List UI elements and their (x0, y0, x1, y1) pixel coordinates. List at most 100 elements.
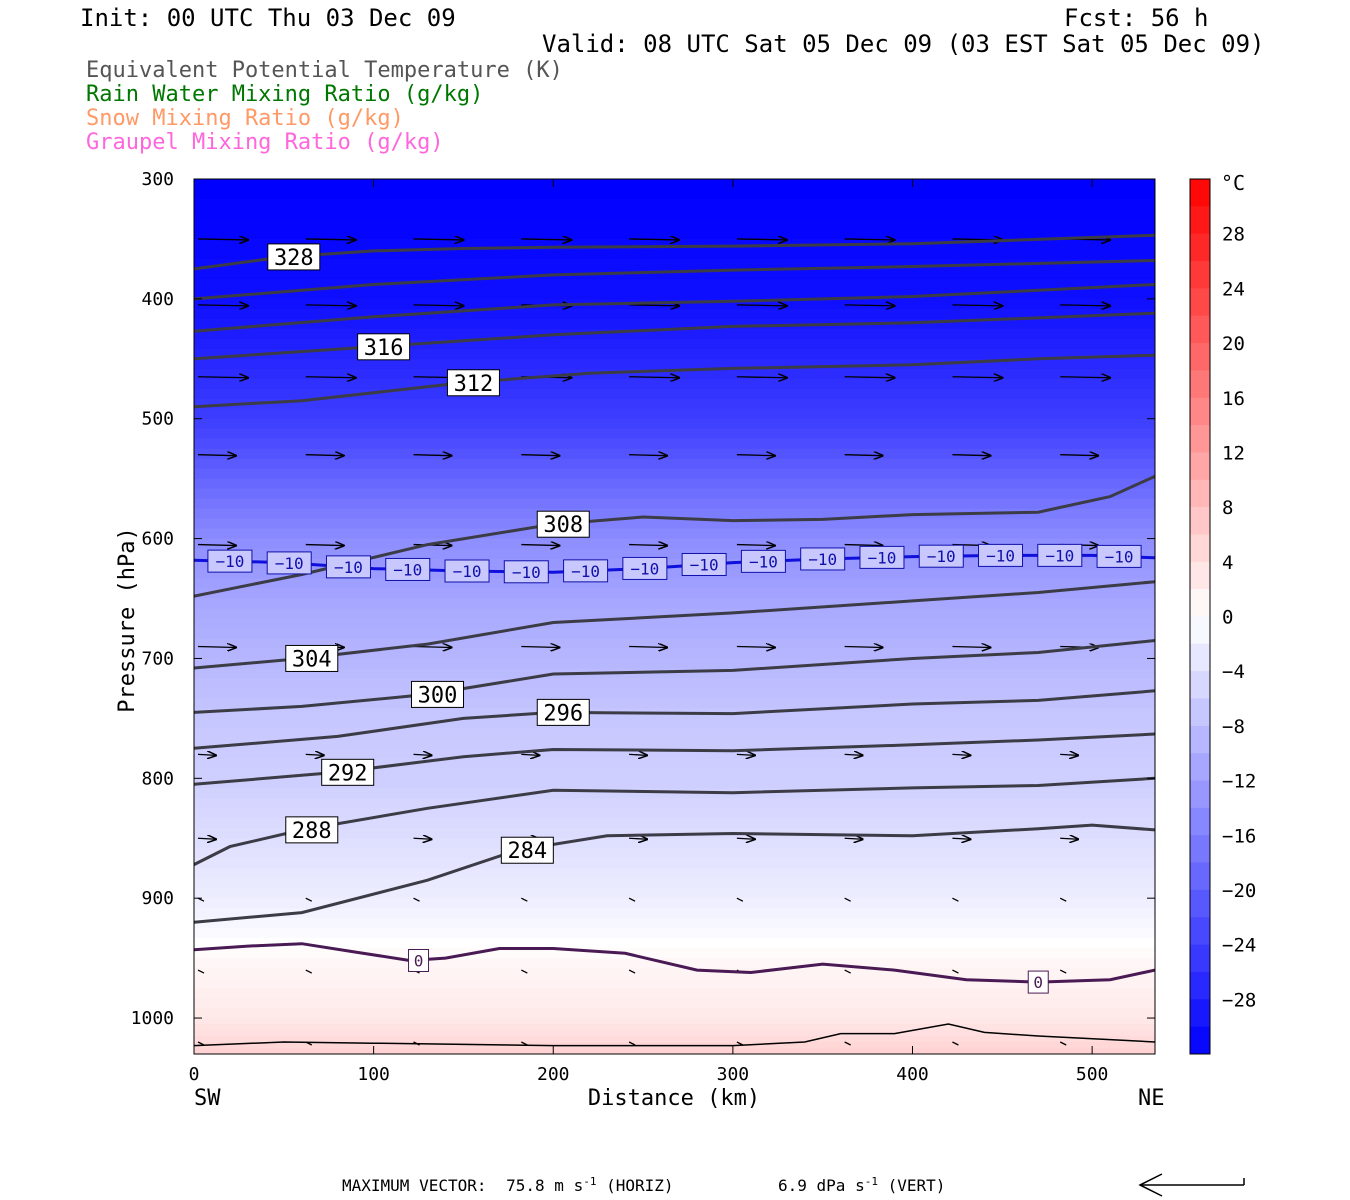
isotherm-label-box (681, 552, 727, 576)
wind-vector (736, 455, 775, 456)
contour-label-box (500, 836, 554, 864)
temperature-band (194, 898, 1155, 909)
wind-vector (952, 305, 1002, 306)
wind-vector (1060, 377, 1110, 378)
contour-label: 316 (364, 336, 404, 361)
temperature-band (194, 778, 1155, 789)
temperature-band (194, 648, 1155, 660)
temperature-band (194, 878, 1155, 889)
wind-vector (844, 377, 895, 378)
wind-vector (629, 838, 647, 839)
y-tick-label: 600 (141, 529, 174, 550)
wind-vector (1159, 838, 1177, 839)
wind-vector (844, 646, 883, 647)
temperature-band (194, 718, 1155, 729)
theta-e-contour (194, 776, 1155, 866)
isotherm-label-box (325, 555, 371, 579)
temperature-band (194, 179, 1155, 200)
wind-vector (844, 754, 863, 755)
temperature-band (194, 888, 1155, 899)
contour-label-box (267, 243, 321, 271)
wind-vector (844, 305, 895, 306)
wind-vector (305, 305, 356, 306)
y-tick-label: 500 (141, 409, 174, 430)
y-tick-label: 1000 (131, 1008, 174, 1029)
temperature-band (194, 578, 1155, 590)
colorbar-swatch (1190, 807, 1210, 836)
colorbar-swatch (1190, 1026, 1210, 1055)
x-tick-label: 100 (357, 1064, 390, 1085)
temperature-band (194, 388, 1155, 400)
isotherm-label-box (978, 543, 1024, 567)
temperature-band (194, 219, 1155, 240)
colorbar-tick-label: 20 (1222, 333, 1245, 355)
wind-vector (844, 897, 851, 902)
temperature-band (194, 308, 1155, 320)
temperature-band (194, 628, 1155, 640)
colorbar-unit: °C (1221, 171, 1245, 195)
wind-vector (197, 969, 205, 974)
isotherm-label-box (444, 559, 490, 583)
temperature-band (194, 418, 1155, 430)
ground-level-line (194, 1023, 1155, 1047)
wind-vector (197, 377, 248, 378)
wind-vector (736, 838, 755, 839)
wind-vector (628, 1041, 636, 1046)
colorbar-swatch (1190, 479, 1210, 508)
temperature-band (194, 338, 1155, 350)
contour-label-box (411, 680, 465, 708)
colorbar-swatch (1190, 944, 1210, 973)
wind-vector (629, 239, 679, 240)
colorbar-swatch (1190, 862, 1210, 891)
colorbar-swatch (1190, 343, 1210, 371)
isotherm-label: −10 (334, 558, 363, 577)
temperature-band (194, 818, 1155, 829)
temperature-band (194, 378, 1155, 390)
wind-vector (1159, 970, 1165, 973)
temperature-band (194, 1048, 1155, 1054)
temperature-band (194, 598, 1155, 610)
temperature-band (194, 548, 1155, 560)
temperature-band (194, 528, 1155, 540)
colorbar-swatch (1190, 288, 1210, 317)
colorbar-swatch (1190, 753, 1210, 781)
wind-vector (413, 305, 464, 306)
isotherm-label: −10 (927, 547, 956, 566)
theta-e-contour (194, 353, 1155, 409)
contour-label: 308 (543, 513, 583, 538)
colorbar-swatch (1190, 780, 1210, 809)
wind-vector (413, 455, 452, 456)
temperature-band (194, 978, 1155, 989)
wind-vector (736, 897, 744, 902)
colorbar-swatch (1190, 452, 1210, 481)
zero-isotherm (194, 942, 1155, 984)
wind-vector (197, 545, 236, 546)
temperature-band (194, 488, 1155, 500)
colorbar-tick-label: 0 (1222, 607, 1233, 629)
isotherm-label-box (740, 549, 786, 573)
wind-vector (521, 455, 559, 456)
wind-vector (521, 897, 528, 902)
temperature-band (194, 258, 1155, 280)
colorbar-swatch (1190, 671, 1210, 699)
wind-vector (305, 897, 313, 902)
y-axis-label: Pressure (hPa) (115, 527, 140, 712)
plot-frame (193, 178, 1156, 1055)
isotherm-label-box (859, 545, 905, 569)
temperature-band (194, 478, 1155, 490)
temperature-band (194, 998, 1155, 1009)
wind-vector (197, 455, 236, 456)
isotherm-label: 0 (1033, 973, 1043, 992)
isotherm-label-box (622, 556, 668, 580)
wind-vector (521, 969, 528, 974)
temperature-band (194, 768, 1155, 779)
temperature-band (194, 748, 1155, 759)
y-tick-label: 300 (141, 169, 174, 190)
colorbar-swatch (1190, 561, 1210, 590)
colorbar-swatch (1190, 534, 1210, 563)
temperature-band (194, 498, 1155, 510)
wind-vector (1159, 754, 1177, 755)
isotherm-label-box (503, 560, 549, 584)
y-tick-label: 700 (141, 648, 174, 669)
isotherm-label: −10 (1045, 546, 1074, 565)
